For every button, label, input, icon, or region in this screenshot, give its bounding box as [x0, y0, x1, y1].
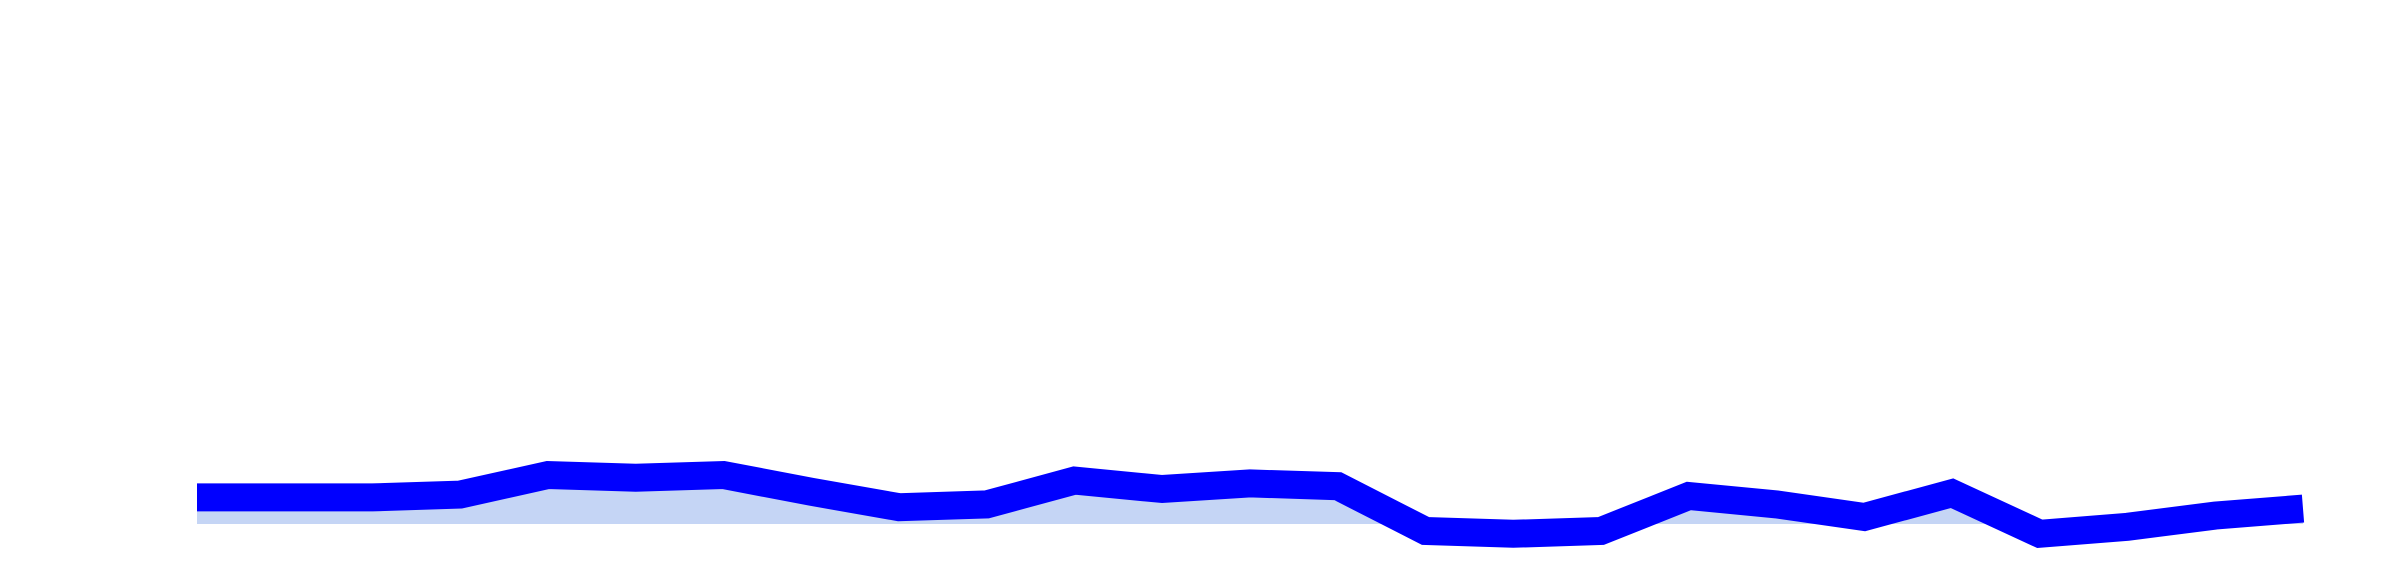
series-line-layer	[197, 460, 2305, 549]
data-point	[1863, 516, 1865, 518]
data-point	[372, 496, 374, 498]
data-point	[547, 474, 549, 476]
data-point	[2302, 508, 2304, 510]
data-point	[1249, 482, 1251, 484]
data-point	[459, 494, 461, 496]
data-point	[196, 496, 198, 498]
data-point	[1688, 495, 1690, 497]
data-point	[1074, 480, 1076, 482]
data-point	[284, 496, 286, 498]
data-point	[2127, 526, 2129, 528]
area-fill	[197, 475, 2303, 534]
data-point	[2214, 515, 2216, 517]
data-point	[1425, 530, 1427, 532]
data-point	[1951, 492, 1953, 494]
data-point	[723, 474, 725, 476]
data-point	[1161, 488, 1163, 490]
data-point	[810, 491, 812, 493]
area-fill-layer	[197, 475, 2303, 534]
data-point	[635, 477, 637, 479]
data-point	[1337, 485, 1339, 487]
data-point	[2039, 533, 2041, 535]
data-point	[898, 506, 900, 508]
data-point	[1512, 533, 1514, 535]
data-point	[986, 503, 988, 505]
data-point	[1776, 503, 1778, 505]
data-point	[1600, 530, 1602, 532]
series-line	[197, 460, 2305, 549]
